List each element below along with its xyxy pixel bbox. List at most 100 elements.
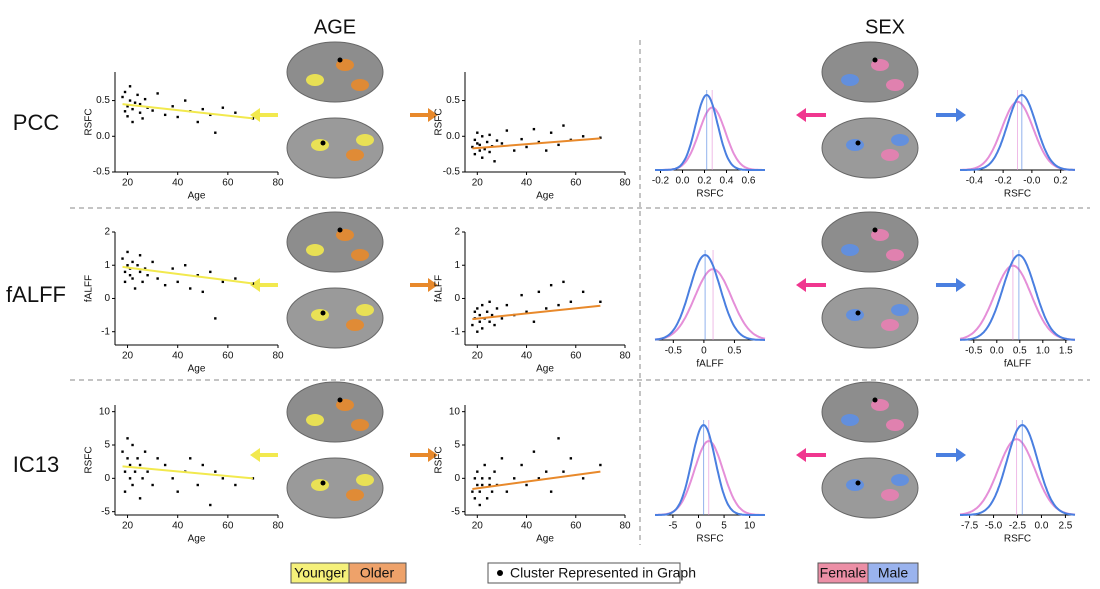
point: [123, 470, 127, 473]
point: [138, 102, 142, 106]
point: [500, 317, 504, 320]
x-tick-label: 20: [472, 351, 484, 362]
legend-label: Female: [820, 565, 867, 581]
activation: [846, 309, 864, 321]
point: [184, 99, 187, 102]
point: [214, 317, 217, 320]
point: [196, 274, 199, 277]
activation: [356, 474, 374, 486]
cluster-dot: [320, 310, 326, 316]
arrowhead: [956, 278, 966, 292]
x-tick-label: 0.0: [1035, 521, 1049, 532]
point: [599, 463, 602, 467]
point: [163, 463, 167, 467]
density-curve: [960, 423, 1076, 516]
point: [476, 307, 479, 310]
x-tick-label: 80: [619, 351, 631, 362]
x-tick-label: 40: [521, 178, 533, 189]
point: [532, 320, 536, 323]
point: [481, 327, 484, 330]
activation: [306, 244, 324, 256]
legend-label: Male: [878, 565, 909, 581]
point: [163, 283, 167, 287]
y-tick-label: 0.0: [96, 131, 110, 142]
brain: [821, 41, 919, 103]
arrowhead: [796, 278, 806, 292]
point: [537, 477, 541, 480]
legend-swatch: [867, 562, 919, 584]
point: [143, 97, 147, 101]
row-label: PCC: [13, 110, 60, 135]
density-curve: [654, 253, 765, 341]
y-tick-label: 0: [454, 293, 460, 304]
x-tick-label: 0.5: [1013, 346, 1027, 357]
activation: [846, 139, 864, 151]
point: [581, 135, 585, 138]
cluster-dot: [872, 57, 878, 63]
trend-line: [122, 465, 254, 480]
point: [537, 140, 541, 144]
point: [128, 274, 132, 277]
x-tick-label: 40: [172, 521, 184, 532]
point: [214, 470, 217, 473]
y-tick-label: -0.5: [443, 167, 461, 178]
y-tick-label: 5: [454, 440, 460, 451]
point: [532, 127, 536, 131]
point: [209, 270, 212, 274]
brain: [286, 117, 384, 179]
point: [493, 323, 496, 327]
point: [126, 115, 129, 118]
y-tick-label: -1: [451, 326, 460, 337]
density-curve: [654, 268, 766, 341]
point: [471, 323, 474, 327]
point: [138, 111, 142, 114]
arrowhead: [956, 448, 966, 462]
activation: [346, 319, 364, 331]
y-tick-label: 0.0: [446, 131, 460, 142]
point: [581, 290, 585, 294]
y-axis-label: fALFF: [434, 275, 445, 302]
y-tick-label: 0.5: [96, 95, 110, 106]
brain: [821, 457, 919, 519]
y-tick-label: -0.5: [93, 167, 111, 178]
x-axis-label: Age: [536, 364, 554, 375]
point: [201, 463, 204, 467]
activation: [891, 134, 909, 146]
point: [473, 138, 477, 142]
x-axis-label: RSFC: [696, 534, 723, 545]
point: [569, 457, 573, 460]
arrowhead: [428, 108, 438, 122]
density-curve: [655, 423, 765, 516]
point: [143, 267, 147, 270]
arrowhead: [796, 108, 806, 122]
x-tick-label: 80: [272, 351, 284, 362]
point: [483, 463, 486, 467]
point: [131, 120, 134, 124]
point: [485, 497, 489, 500]
point: [209, 503, 212, 507]
x-axis-label: Age: [536, 534, 554, 545]
point: [176, 280, 179, 284]
point: [234, 111, 237, 114]
y-axis-label: RSFC: [434, 108, 445, 135]
point: [599, 300, 602, 303]
arrowhead: [250, 108, 260, 122]
arrowhead: [428, 448, 438, 462]
point: [488, 133, 491, 137]
point: [500, 457, 504, 460]
brain: [821, 117, 919, 179]
x-axis-label: RSFC: [696, 189, 723, 200]
density-curve: [959, 264, 1075, 341]
point: [478, 149, 481, 152]
point: [500, 142, 504, 145]
point: [549, 283, 553, 287]
activation: [346, 489, 364, 501]
point: [171, 105, 174, 108]
trend-line: [472, 137, 601, 150]
activation: [306, 74, 324, 86]
point: [201, 290, 204, 294]
point: [131, 277, 134, 280]
point: [141, 477, 144, 480]
x-tick-label: 40: [521, 351, 533, 362]
legend-box: [487, 562, 681, 584]
